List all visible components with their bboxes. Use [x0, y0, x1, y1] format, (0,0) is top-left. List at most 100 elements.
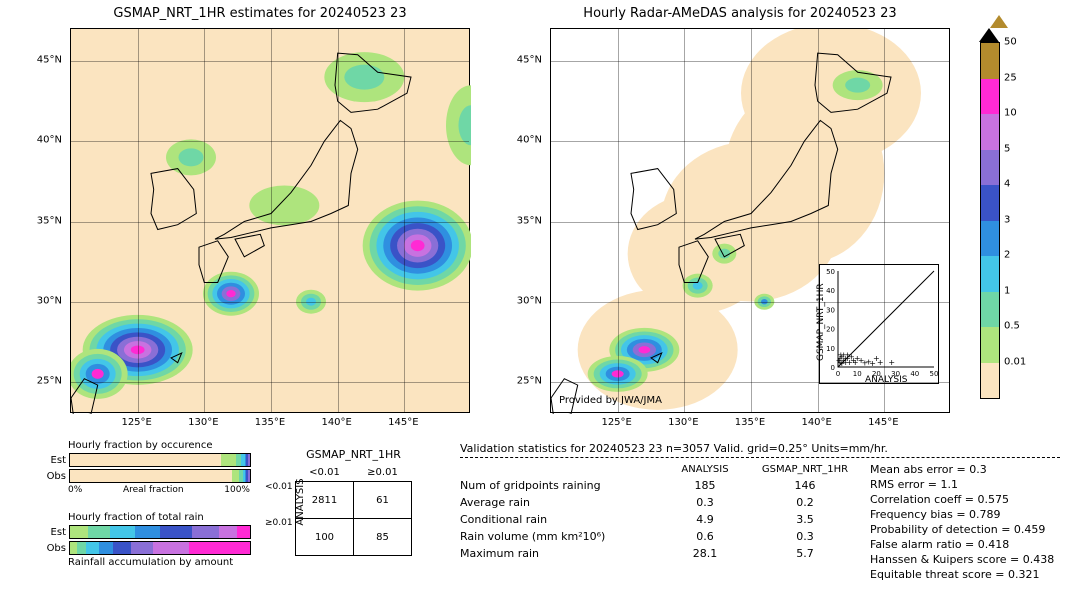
- svg-text:0: 0: [831, 364, 835, 372]
- contingency-table: GSMAP_NRT_1HR <0.01 ≥0.01 2811 61 100 85…: [295, 448, 412, 556]
- ytick: 30°N: [26, 295, 62, 306]
- stats-left-table: ANALYSISGSMAP_NRT_1HRNum of gridpoints r…: [460, 462, 860, 562]
- frac-occ-title: Hourly fraction by occurence: [68, 440, 260, 451]
- cb-label: 50: [1004, 37, 1017, 48]
- xtick: 140°E: [801, 417, 831, 428]
- ytick: 45°N: [506, 55, 542, 66]
- stats-row: Conditional rain4.93.5: [460, 511, 860, 528]
- stats-header: Validation statistics for 20240523 23 n=…: [460, 442, 1060, 455]
- xtick: 135°E: [735, 417, 765, 428]
- frac-xlabel: Areal fraction: [123, 485, 184, 495]
- scatter-svg: 0010102020303040405050++++++++++++++++++…: [820, 265, 940, 385]
- svg-text:+: +: [888, 358, 895, 367]
- frac-row-label-est: Est: [40, 455, 69, 466]
- metric-row: Mean abs error = 0.3: [870, 462, 1054, 477]
- metric-row: Probability of detection = 0.459: [870, 522, 1054, 537]
- left-map: [70, 28, 470, 413]
- svg-text:10: 10: [853, 370, 862, 378]
- frac-tot-est-bar: [69, 525, 251, 539]
- left-map-yticks: 45°N40°N35°N30°N25°N: [30, 28, 66, 413]
- frac-row-label-obs: Obs: [40, 471, 69, 482]
- cb-label: 4: [1004, 179, 1010, 190]
- conting-row1: ≥0.01: [265, 518, 293, 528]
- frac-row-label-obs2: Obs: [40, 543, 69, 554]
- cb-label: 5: [1004, 143, 1010, 154]
- stats-row: Num of gridpoints raining185146: [460, 477, 860, 494]
- frac-occ-est-bar: [69, 453, 251, 467]
- validation-stats: Validation statistics for 20240523 23 n=…: [460, 442, 1060, 582]
- colorbar-body: [980, 42, 1000, 399]
- fraction-totalrain: Hourly fraction of total rain Est Obs Ra…: [40, 512, 260, 570]
- cb-label: 2: [1004, 250, 1010, 261]
- frac-tot-obs-bar: [69, 541, 251, 555]
- frac-row-label-est2: Est: [40, 527, 69, 538]
- ytick: 40°N: [506, 135, 542, 146]
- xtick: 125°E: [601, 417, 631, 428]
- colorbar-arrow-bot: [979, 399, 999, 413]
- svg-text:20: 20: [826, 326, 835, 334]
- dash-line: [460, 457, 1060, 458]
- scatter-xlabel: ANALYSIS: [865, 375, 907, 385]
- ytick: 45°N: [26, 55, 62, 66]
- ytick: 30°N: [506, 295, 542, 306]
- cb-label: 25: [1004, 72, 1017, 83]
- conting-cell-01: 61: [354, 482, 412, 519]
- cb-label: 10: [1004, 108, 1017, 119]
- stats-row: Maximum rain28.15.7: [460, 545, 860, 562]
- right-map-xticks: 125°E130°E135°E140°E145°E: [550, 415, 950, 431]
- svg-text:50: 50: [826, 268, 835, 276]
- metric-row: RMS error = 1.1: [870, 477, 1054, 492]
- metric-row: False alarm ratio = 0.418: [870, 537, 1054, 552]
- frac-occ-obs-bar: [69, 469, 251, 483]
- page-root: GSMAP_NRT_1HR estimates for 20240523 23 …: [0, 0, 1080, 612]
- frac-tot-footer: Rainfall accumulation by amount: [68, 557, 260, 568]
- cb-label: 0.5: [1004, 321, 1020, 332]
- conting-row0: <0.01: [265, 482, 293, 492]
- metric-row: Equitable threat score = 0.321: [870, 567, 1054, 582]
- svg-text:10: 10: [826, 345, 835, 353]
- cb-label: 3: [1004, 214, 1010, 225]
- stats-right-list: Mean abs error = 0.3RMS error = 1.1Corre…: [870, 462, 1054, 582]
- frac-xright: 100%: [224, 485, 250, 495]
- stats-row: Rain volume (mm km²10⁶)0.60.3: [460, 528, 860, 545]
- xtick: 130°E: [668, 417, 698, 428]
- svg-text:0: 0: [836, 370, 840, 378]
- conting-side-label: ANALYSIS: [295, 478, 306, 525]
- conting-col1: ≥0.01: [354, 463, 412, 482]
- svg-text:40: 40: [910, 370, 919, 378]
- svg-text:+: +: [844, 350, 851, 359]
- colorbar: 502510543210.50.01: [980, 28, 1000, 413]
- xtick: 135°E: [255, 417, 285, 428]
- cb-label: 1: [1004, 285, 1010, 296]
- conting-title: GSMAP_NRT_1HR: [295, 448, 412, 461]
- right-map-yticks: 45°N40°N35°N30°N25°N: [510, 28, 546, 413]
- conting-cell-11: 85: [354, 519, 412, 556]
- fraction-occurrence: Hourly fraction by occurence Est Obs 0% …: [40, 440, 260, 495]
- svg-text:50: 50: [930, 370, 939, 378]
- xtick: 145°E: [388, 417, 418, 428]
- ytick: 40°N: [26, 135, 62, 146]
- right-map: 0010102020303040405050++++++++++++++++++…: [550, 28, 950, 413]
- xtick: 140°E: [321, 417, 351, 428]
- metric-row: Frequency bias = 0.789: [870, 507, 1054, 522]
- svg-text:30: 30: [826, 306, 835, 314]
- ytick: 35°N: [506, 215, 542, 226]
- xtick: 130°E: [188, 417, 218, 428]
- cb-label: 0.01: [1004, 356, 1026, 367]
- svg-text:40: 40: [826, 287, 835, 295]
- svg-text:+: +: [838, 350, 845, 359]
- right-map-title: Hourly Radar-AMeDAS analysis for 2024052…: [540, 6, 940, 21]
- ytick: 35°N: [26, 215, 62, 226]
- ytick: 25°N: [506, 375, 542, 386]
- metric-row: Correlation coeff = 0.575: [870, 492, 1054, 507]
- svg-text:+: +: [877, 358, 884, 367]
- scatter-inset: 0010102020303040405050++++++++++++++++++…: [819, 264, 939, 384]
- left-map-xticks: 125°E 130°E 135°E 140°E 145°E: [70, 415, 470, 431]
- left-map-title: GSMAP_NRT_1HR estimates for 20240523 23: [60, 6, 460, 21]
- ytick: 25°N: [26, 375, 62, 386]
- provider-note: Provided by JWA/JMA: [559, 395, 662, 406]
- xtick: 125°E: [121, 417, 151, 428]
- frac-xleft: 0%: [68, 485, 82, 495]
- stats-row: Average rain0.30.2: [460, 494, 860, 511]
- frac-tot-title: Hourly fraction of total rain: [68, 512, 260, 523]
